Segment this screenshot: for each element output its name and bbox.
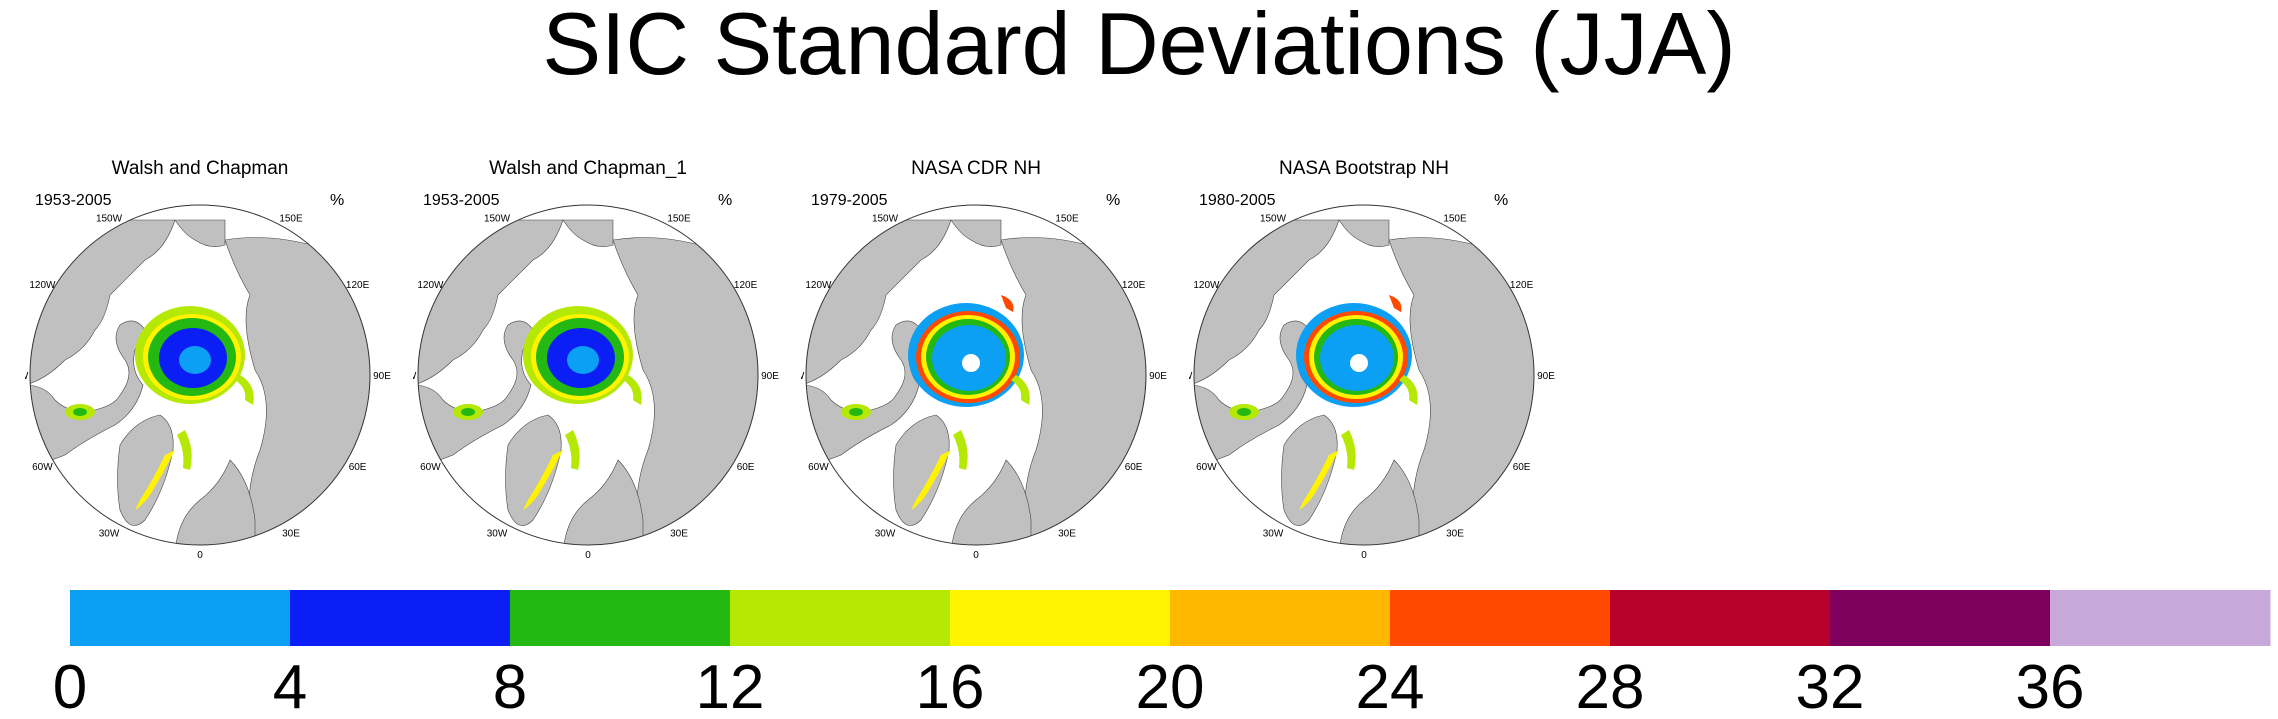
colorbar-bin	[2050, 590, 2271, 646]
map-panel: Walsh and Chapman_1 1953-2005% 180 150E 120E…	[413, 150, 793, 560]
longitude-label: 60W	[32, 462, 53, 473]
panel-units: %	[330, 192, 345, 209]
panel-units: %	[718, 192, 733, 209]
longitude-label: 30W	[875, 529, 896, 540]
colorbar-tick-label: 24	[1356, 653, 1425, 715]
longitude-label: 60W	[808, 462, 829, 473]
longitude-label: 150W	[1260, 213, 1287, 224]
longitude-label: 180	[968, 200, 985, 203]
colorbar-bin	[290, 590, 511, 646]
longitude-label: 30E	[282, 529, 300, 540]
longitude-label: 120W	[417, 280, 444, 291]
colorbar-tick-label: 4	[273, 653, 307, 715]
longitude-label: 180	[580, 200, 597, 203]
longitude-label: 120W	[805, 280, 832, 291]
longitude-label: 180	[192, 200, 209, 203]
longitude-label: 180	[1356, 200, 1373, 203]
map-panel: Walsh and Chapman 1953-2005% 180 150E 120E 90…	[25, 150, 405, 560]
colorbar-tick-label: 0	[53, 653, 87, 715]
colorbar: 0 4 8 12 16 20 24 28 32 36	[53, 590, 2271, 715]
longitude-label: 30E	[1446, 529, 1464, 540]
colorbar-bin	[1830, 590, 2051, 646]
longitude-label: 0	[197, 550, 203, 560]
colorbar-bin	[950, 590, 1171, 646]
colorbar-tick-label: 16	[916, 653, 985, 715]
longitude-label: 90W	[801, 371, 805, 382]
longitude-label: 60E	[349, 462, 367, 473]
longitude-label: 60E	[1125, 462, 1143, 473]
colorbar-bin	[70, 590, 291, 646]
longitude-label: 0	[1361, 550, 1367, 560]
longitude-label: 120E	[1510, 280, 1534, 291]
longitude-label: 90W	[413, 371, 417, 382]
panel-units: %	[1106, 192, 1121, 209]
longitude-label: 150E	[1055, 213, 1079, 224]
longitude-label: 150E	[279, 213, 303, 224]
longitude-label: 150E	[1443, 213, 1467, 224]
longitude-label: 90E	[373, 371, 391, 382]
longitude-label: 30E	[1058, 529, 1076, 540]
longitude-label: 90W	[25, 371, 29, 382]
colorbar-bin	[1170, 590, 1391, 646]
colorbar-tick-label: 8	[493, 653, 527, 715]
map-panel: NASA CDR NH 1979-2005% 180 150E 120E 90E 60E 30…	[801, 150, 1181, 560]
panel-period: 1979-2005	[811, 192, 888, 209]
colorbar-tick-label: 36	[2016, 653, 2085, 715]
panel-title: Walsh and Chapman	[111, 158, 289, 179]
longitude-label: 120W	[1193, 280, 1220, 291]
longitude-label: 30W	[99, 529, 120, 540]
longitude-label: 30E	[670, 529, 688, 540]
longitude-label: 120E	[346, 280, 370, 291]
longitude-label: 30W	[487, 529, 508, 540]
panel-units: %	[1494, 192, 1509, 209]
colorbar-bin	[510, 590, 731, 646]
colorbar-tick-label: 28	[1576, 653, 1645, 715]
longitude-label: 90E	[761, 371, 779, 382]
longitude-label: 150W	[484, 213, 511, 224]
panel-period: 1980-2005	[1199, 192, 1276, 209]
longitude-label: 120W	[29, 280, 56, 291]
figure-title: SIC Standard Deviations (JJA)	[542, 0, 1736, 93]
longitude-label: 120E	[1122, 280, 1146, 291]
polar-map: 180 150E 120E 90E 60E 30E 0 30W 60W 90W 120W 150W	[801, 200, 1167, 560]
panel-title: Walsh and Chapman_1	[489, 158, 687, 179]
colorbar-tick-label: 12	[696, 653, 765, 715]
longitude-label: 60E	[1513, 462, 1531, 473]
longitude-label: 120E	[734, 280, 758, 291]
longitude-label: 60W	[1196, 462, 1217, 473]
colorbar-bin	[1390, 590, 1611, 646]
longitude-label: 150E	[667, 213, 691, 224]
longitude-label: 90E	[1149, 371, 1167, 382]
longitude-label: 60W	[420, 462, 441, 473]
longitude-label: 0	[973, 550, 979, 560]
colorbar-tick-label: 20	[1136, 653, 1205, 715]
polar-map: 180 150E 120E 90E 60E 30E 0 30W 60W 90W 120W 150W	[25, 200, 391, 560]
longitude-label: 90E	[1537, 371, 1555, 382]
longitude-label: 0	[585, 550, 591, 560]
longitude-label: 150W	[96, 213, 123, 224]
longitude-label: 60E	[737, 462, 755, 473]
panel-title: NASA CDR NH	[911, 158, 1041, 179]
panel-title: NASA Bootstrap NH	[1278, 158, 1450, 179]
longitude-label: 90W	[1189, 371, 1193, 382]
panel-period: 1953-2005	[35, 192, 112, 209]
polar-map: 180 150E 120E 90E 60E 30E 0 30W 60W 90W 120W 150W	[1189, 200, 1555, 560]
panel-period: 1953-2005	[423, 192, 500, 209]
colorbar-bin	[1610, 590, 1831, 646]
colorbar-tick-label: 32	[1796, 653, 1865, 715]
longitude-label: 150W	[872, 213, 899, 224]
longitude-label: 30W	[1263, 529, 1284, 540]
polar-map: 180 150E 120E 90E 60E 30E 0 30W 60W 90W 120W 150W	[413, 200, 779, 560]
colorbar-bin	[730, 590, 951, 646]
